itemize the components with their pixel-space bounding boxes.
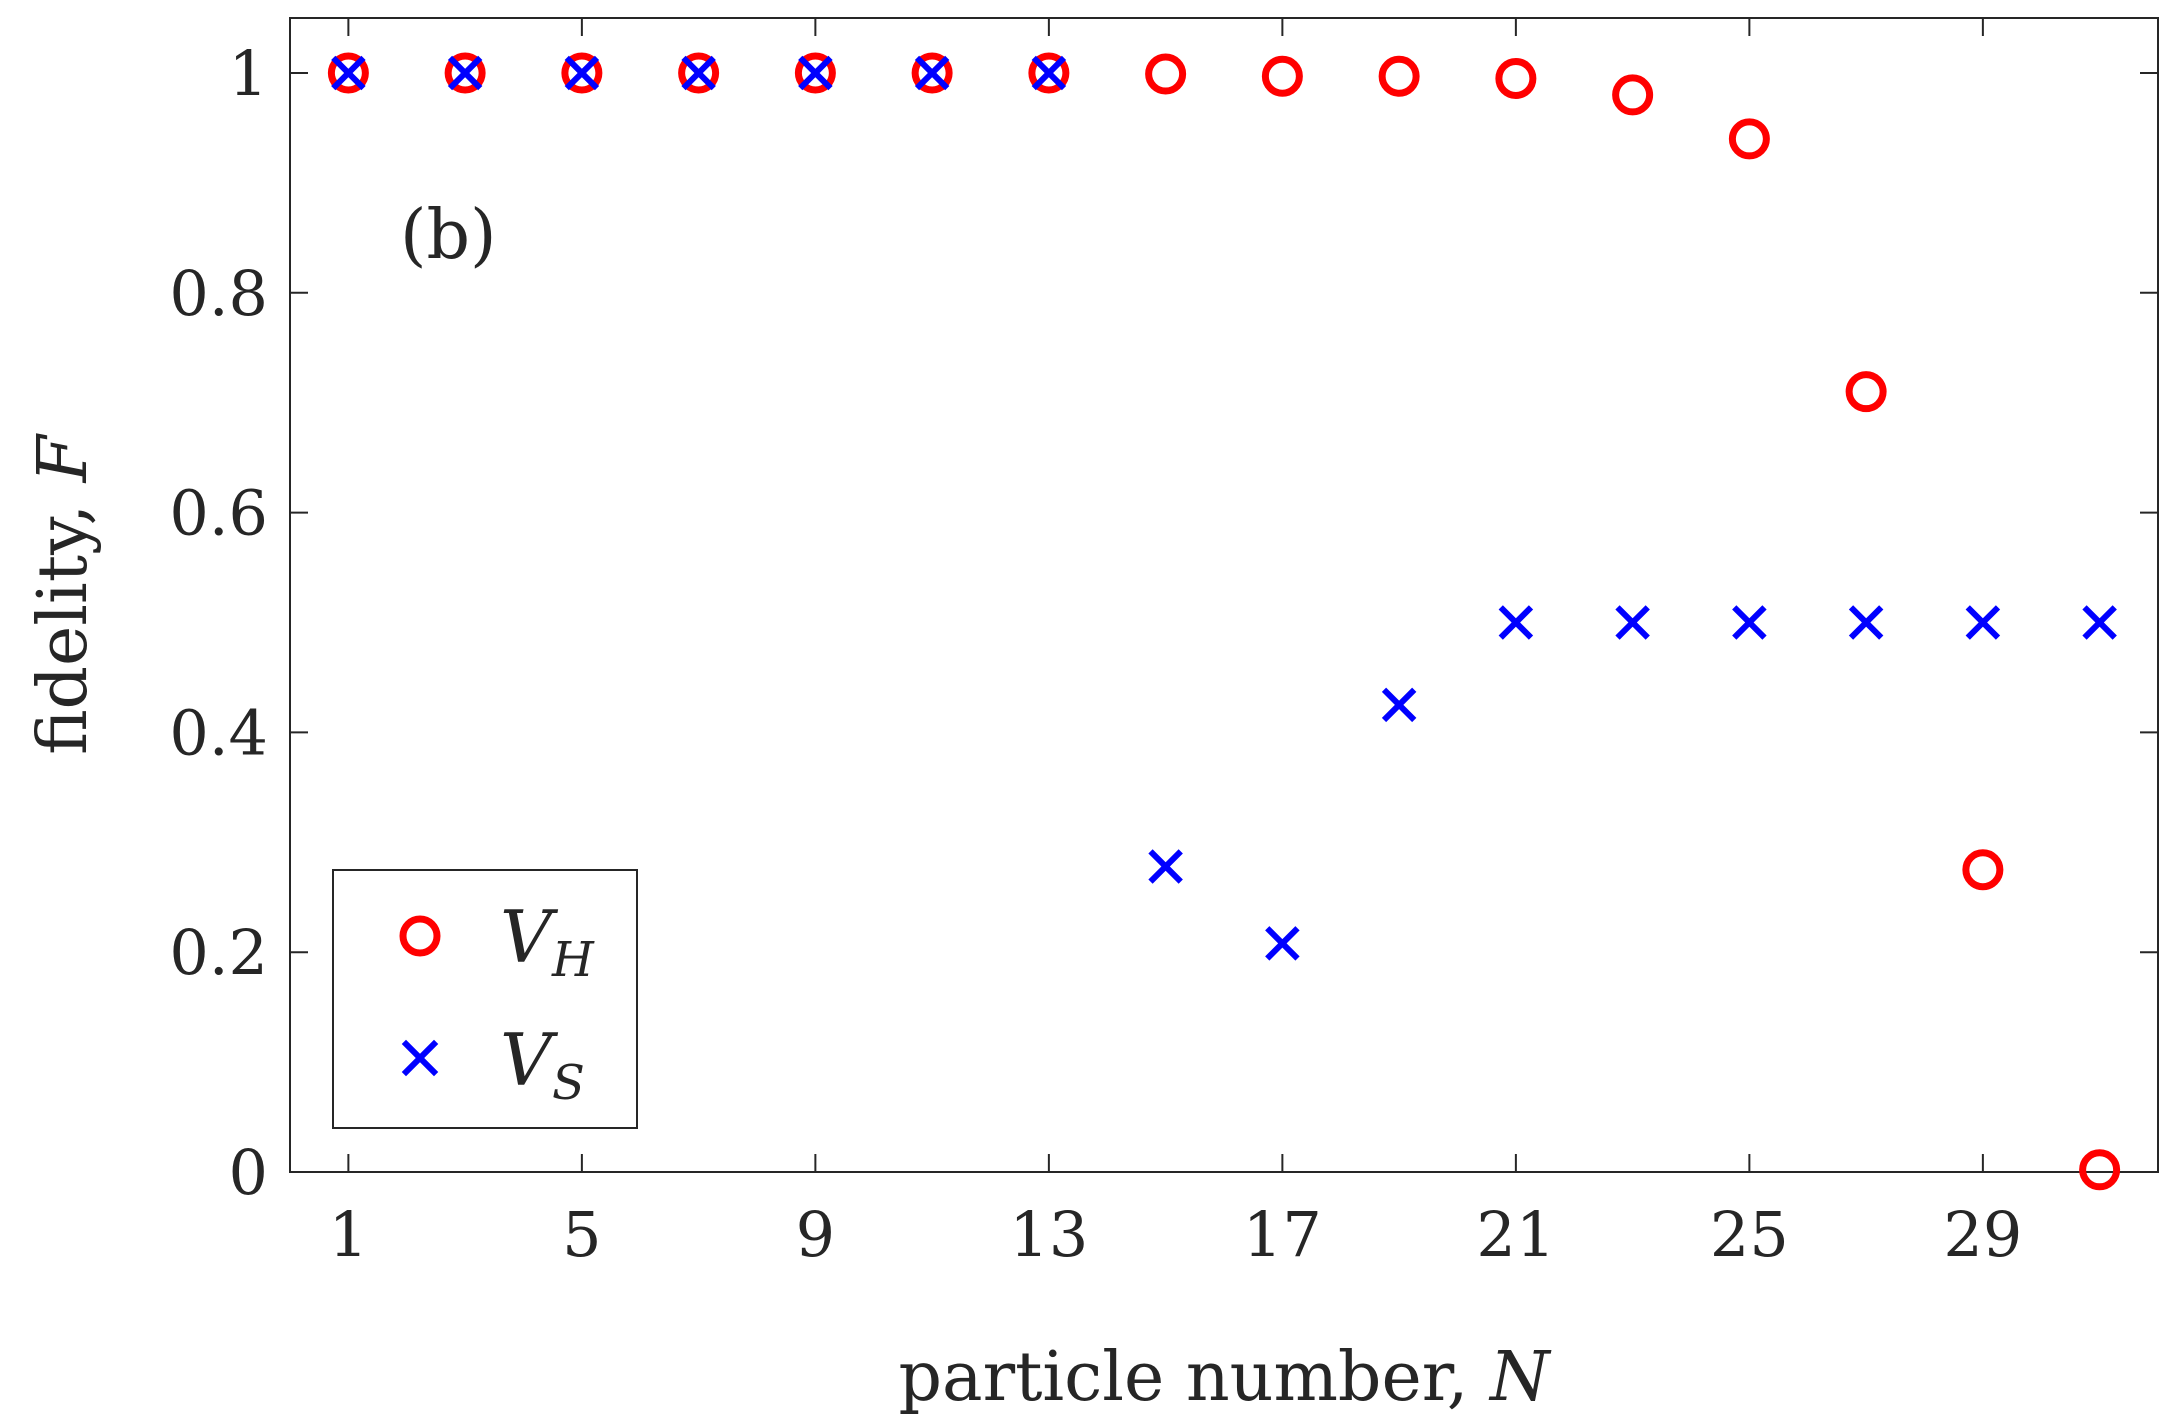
data-point-vs (331, 55, 366, 91)
data-point-vh (561, 52, 603, 94)
data-point-vh (1728, 118, 1770, 160)
data-point-vh (444, 52, 486, 94)
y-axis-title: fidelity, F (24, 432, 103, 755)
legend-marker-x (401, 1039, 439, 1077)
data-point-vh (1028, 52, 1070, 94)
legend-entry-vh: VH (399, 895, 595, 988)
data-point-vs (564, 55, 600, 91)
y-tick-label: 0.2 (169, 916, 268, 989)
legend-label-vh-sub: H (551, 932, 595, 988)
data-point-vh (1962, 849, 2004, 891)
data-point-vs (1498, 605, 1534, 640)
data-point-vs (798, 55, 833, 91)
x-tick-label: 17 (1243, 1198, 1322, 1271)
x-tick-label: 5 (562, 1198, 601, 1271)
plot-area-frame (289, 17, 2159, 1173)
y-tick-label: 0 (229, 1136, 268, 1209)
data-point-vs (1732, 605, 1767, 640)
data-point-vs (1615, 605, 1650, 640)
data-point-vs (681, 55, 716, 91)
data-point-vs (2082, 605, 2117, 640)
data-point-vh (1495, 57, 1537, 99)
data-point-vh (678, 52, 720, 94)
x-tick-label: 25 (1710, 1198, 1789, 1271)
data-point-vh (1261, 55, 1303, 97)
x-axis-title: particle number, N (899, 1338, 1552, 1417)
legend: VH VS (332, 869, 638, 1129)
y-axis-title-var: F (24, 432, 103, 484)
data-markers (327, 52, 2121, 1191)
data-point-vs (1265, 926, 1300, 961)
x-tick-label: 13 (1009, 1198, 1088, 1271)
legend-marker-circle (399, 915, 441, 957)
y-tick-label: 0.8 (169, 257, 268, 330)
data-point-vs (1148, 849, 1183, 884)
data-point-vs (1848, 605, 1884, 640)
legend-entry-vs: VS (401, 1018, 585, 1111)
y-tick-label: 1 (229, 37, 268, 110)
legend-label-vh-main: V (500, 895, 559, 979)
x-tick-label: 1 (329, 1198, 368, 1271)
data-point-vh (327, 52, 369, 94)
data-point-vs (1381, 687, 1417, 723)
x-tick-label: 21 (1476, 1198, 1555, 1271)
x-axis-title-var: N (1488, 1338, 1552, 1417)
legend-label-vs: VS (500, 1018, 585, 1111)
data-point-vh (794, 52, 836, 94)
y-axis-title-text: fidelity, (24, 482, 103, 755)
data-point-vh (1145, 53, 1187, 95)
y-axis-ticks: 0 0.2 0.4 0.6 0.8 1 (169, 37, 2158, 1209)
legend-label-vs-sub: S (552, 1055, 585, 1111)
data-point-vs (1965, 605, 2001, 640)
x-tick-label: 9 (796, 1198, 835, 1271)
y-tick-label: 0.6 (169, 477, 268, 550)
data-point-vh (2079, 1149, 2121, 1191)
y-tick-label: 0.4 (169, 696, 268, 769)
data-point-vs (447, 55, 483, 91)
data-point-vh (1612, 74, 1654, 116)
data-point-vh (911, 52, 953, 94)
legend-label-vh: VH (500, 895, 595, 988)
data-point-vh (1845, 371, 1887, 413)
data-point-vs (1031, 55, 1067, 91)
panel-label: (b) (400, 196, 497, 275)
data-point-vh (1378, 55, 1420, 97)
x-tick-label: 29 (1943, 1198, 2022, 1271)
x-axis-title-text: particle number, (899, 1338, 1490, 1417)
legend-label-vs-main: V (500, 1018, 559, 1102)
legend-box (332, 869, 638, 1129)
data-point-vs (914, 55, 950, 91)
x-axis-ticks: 1 5 9 13 17 21 25 29 (329, 18, 2022, 1271)
